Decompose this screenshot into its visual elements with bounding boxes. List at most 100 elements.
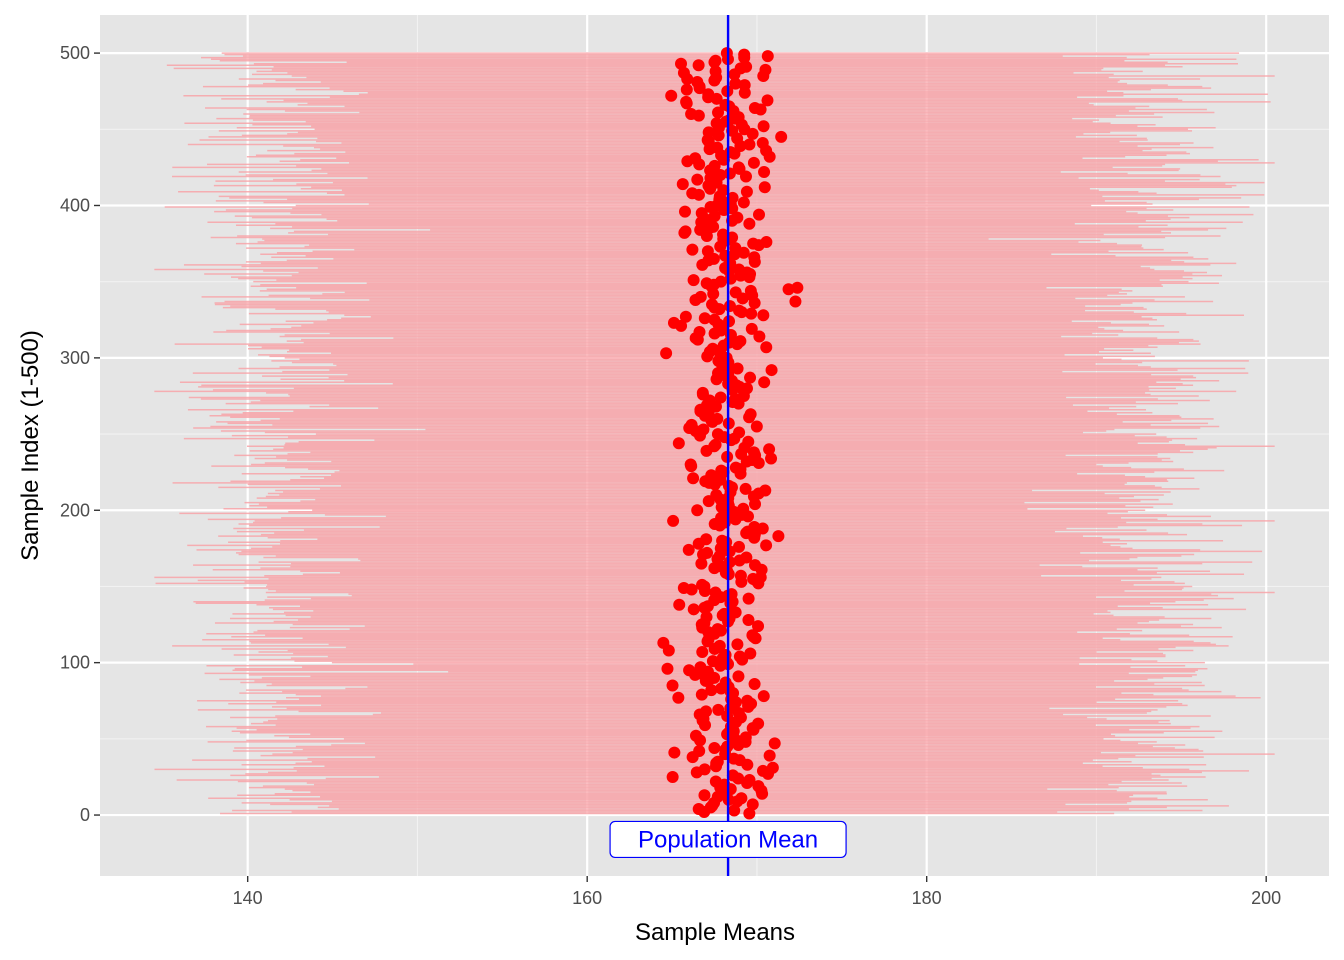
- sample-mean-point: [687, 472, 700, 485]
- sample-mean-point: [696, 578, 709, 591]
- sample-mean-point: [743, 138, 756, 151]
- sample-mean-point: [723, 300, 736, 313]
- sample-mean-point: [729, 286, 742, 299]
- sample-mean-point: [746, 629, 759, 642]
- sample-mean-point: [719, 676, 732, 689]
- sample-mean-point: [768, 737, 781, 750]
- sample-mean-point: [695, 688, 708, 701]
- sample-mean-point: [775, 130, 788, 143]
- sample-mean-point: [700, 533, 713, 546]
- sample-mean-point: [726, 191, 739, 204]
- sample-mean-point: [679, 310, 692, 323]
- sample-mean-point: [746, 798, 759, 811]
- x-axis-title: Sample Means: [635, 919, 795, 946]
- sample-mean-point: [763, 749, 776, 762]
- sample-mean-point: [700, 610, 713, 623]
- sample-mean-point: [714, 275, 727, 288]
- sample-mean-point: [714, 391, 727, 404]
- sample-mean-point: [682, 543, 695, 556]
- sample-mean-point: [733, 426, 746, 439]
- sample-mean-point: [723, 167, 736, 180]
- sample-mean-point: [765, 452, 778, 465]
- y-tick-label: 300: [60, 348, 90, 368]
- sample-mean-point: [693, 325, 706, 338]
- sample-mean-point: [716, 534, 729, 547]
- y-tick-label: 0: [80, 805, 90, 825]
- sample-mean-point: [744, 408, 757, 421]
- sample-mean-point: [672, 691, 685, 704]
- sample-mean-point: [698, 789, 711, 802]
- sample-mean-point: [756, 764, 769, 777]
- sample-mean-point: [747, 237, 760, 250]
- sample-mean-point: [758, 376, 771, 389]
- sample-mean-point: [668, 746, 681, 759]
- sample-mean-point: [711, 412, 724, 425]
- sample-mean-point: [695, 557, 708, 570]
- sample-mean-point: [687, 274, 700, 287]
- sample-mean-point: [702, 126, 715, 139]
- sample-mean-point: [685, 418, 698, 431]
- sample-mean-point: [667, 514, 680, 527]
- sample-mean-point: [696, 645, 709, 658]
- sample-mean-point: [708, 210, 721, 223]
- sample-mean-point: [689, 152, 702, 165]
- x-axis: 140 160 180 200: [233, 876, 1281, 908]
- sample-mean-point: [691, 504, 704, 517]
- sample-mean-point: [720, 47, 733, 60]
- sample-mean-point: [732, 540, 745, 553]
- y-tick-label: 500: [60, 43, 90, 63]
- y-axis: 0 100 200 300 400 500: [60, 43, 100, 825]
- sample-mean-point: [738, 48, 751, 61]
- sample-mean-point: [687, 603, 700, 616]
- sample-mean-point: [759, 63, 772, 76]
- population-mean-annotation: Population Mean: [609, 820, 847, 859]
- sample-mean-point: [684, 458, 697, 471]
- sample-mean-point: [709, 54, 722, 67]
- sample-mean-point: [731, 638, 744, 651]
- sample-mean-point: [692, 802, 705, 815]
- y-tick-label: 400: [60, 195, 90, 215]
- sample-mean-point: [748, 251, 761, 264]
- sample-mean-point: [700, 705, 713, 718]
- sample-mean-point: [691, 173, 704, 186]
- x-tick-label: 180: [912, 888, 942, 908]
- sample-mean-point: [761, 94, 774, 107]
- sample-mean-point: [750, 420, 763, 433]
- sample-mean-point: [734, 569, 747, 582]
- sample-mean-point: [686, 187, 699, 200]
- sample-mean-point: [742, 592, 755, 605]
- sample-mean-point: [729, 77, 742, 90]
- sample-mean-point: [729, 242, 742, 255]
- sample-mean-point: [724, 146, 737, 159]
- sample-mean-point: [747, 446, 760, 459]
- sample-mean-point: [683, 664, 696, 677]
- sample-mean-point: [689, 729, 702, 742]
- sample-mean-point: [760, 539, 773, 552]
- sample-mean-point: [694, 661, 707, 674]
- sample-mean-point: [733, 304, 746, 317]
- sample-mean-point: [743, 217, 756, 230]
- sample-mean-point: [676, 178, 689, 191]
- sample-mean-point: [743, 773, 756, 786]
- sample-mean-point: [708, 159, 721, 172]
- sample-mean-point: [757, 690, 770, 703]
- sample-mean-point: [666, 770, 679, 783]
- sample-mean-point: [667, 316, 680, 329]
- sample-mean-point: [756, 137, 769, 150]
- y-axis-title: Sample Index (1-500): [17, 330, 44, 561]
- sample-mean-point: [748, 677, 761, 690]
- sample-mean-point: [660, 347, 673, 360]
- sample-mean-point: [734, 335, 747, 348]
- sample-mean-point: [737, 502, 750, 515]
- sample-mean-point: [732, 263, 745, 276]
- sample-mean-point: [661, 662, 674, 675]
- sample-mean-point: [749, 559, 762, 572]
- sample-mean-point: [685, 108, 698, 121]
- sample-mean-point: [709, 775, 722, 788]
- sample-mean-point: [759, 484, 772, 497]
- sample-mean-point: [733, 650, 746, 663]
- sample-mean-point: [739, 731, 752, 744]
- sample-mean-point: [740, 60, 753, 73]
- sample-mean-point: [745, 322, 758, 335]
